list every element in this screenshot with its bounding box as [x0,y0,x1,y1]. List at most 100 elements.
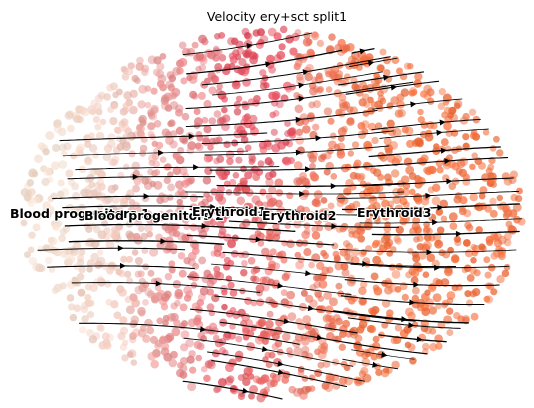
cell-point [161,347,170,356]
cell-point [100,119,106,125]
cell-point [106,267,114,275]
cell-point [426,166,434,174]
cell-point [466,224,473,231]
cell-point [219,116,227,124]
cell-point [286,192,293,199]
cell-point [401,88,410,97]
cell-point [391,337,398,344]
cell-point [24,251,31,258]
cell-point [87,311,94,318]
cell-point [462,143,470,151]
cell-point [65,169,73,177]
cell-point [393,235,400,242]
cell-point [89,144,97,152]
cell-point [491,234,499,242]
cell-point [469,109,476,116]
cell-point [167,194,173,200]
cell-point [102,332,110,340]
cell-point [427,253,436,262]
cell-point [195,142,202,149]
cell-point [268,92,276,100]
cell-point [388,284,397,293]
cell-point [488,264,496,272]
cell-point [339,94,347,102]
cell-point [209,276,218,285]
cell-point [203,176,211,184]
cell-point [308,101,315,108]
cell-point [227,37,235,45]
cell-point [268,160,274,166]
cell-point [89,335,97,343]
cell-point [493,136,500,143]
cell-point [371,137,378,144]
cell-point [90,189,98,197]
cell-point [253,29,261,37]
cell-point [242,78,251,87]
cell-point [207,303,215,311]
cell-point [473,269,480,276]
cell-point [296,136,304,144]
cell-point [417,138,424,145]
cell-point [169,140,177,148]
cell-point [454,236,461,243]
cell-point [434,240,443,249]
velocity-arrowhead [118,245,124,251]
cell-point [208,117,216,125]
cell-point [58,234,66,242]
velocity-arrowhead [401,316,407,322]
cell-point [490,252,497,259]
cell-point [389,264,396,271]
cell-point [498,236,507,245]
cell-point [139,278,146,285]
cell-point [263,82,269,88]
cell-point [462,133,469,140]
cell-point [223,263,230,270]
cell-point [111,226,118,233]
cell-point [135,257,143,265]
cell-point [379,48,386,55]
cell-point [98,230,107,239]
cell-point [159,336,167,344]
cell-point [314,190,323,199]
cell-point [459,208,467,216]
cell-point [485,295,493,303]
cell-point [238,58,246,66]
cell-point [335,44,342,51]
cell-point [28,232,35,239]
cell-point [338,110,346,118]
cell-point [142,299,149,306]
cell-point [203,375,210,382]
cell-point [253,266,260,273]
cell-point [470,132,477,139]
cell-point [361,120,369,128]
cell-point [311,76,318,83]
cell-point [190,194,198,202]
cell-point [164,177,171,184]
cell-point [173,230,180,237]
cell-point [376,249,383,256]
cell-point [312,31,319,38]
cell-point [132,162,140,170]
cell-point [227,282,234,289]
cell-point [449,212,458,221]
cell-point [42,148,49,155]
cell-point [409,90,416,97]
cell-point [421,293,429,301]
cell-point [157,290,165,298]
cell-point [148,154,157,163]
cell-point [335,318,343,326]
cell-point [151,88,158,95]
cell-point [168,260,175,267]
cell-point [346,117,355,126]
cell-point [177,199,184,206]
cell-point [272,228,281,237]
cell-point [179,41,187,49]
cell-point [383,367,389,373]
cell-point [398,109,406,117]
cell-point [324,169,331,176]
cell-point [384,173,392,181]
cell-point [371,101,378,108]
cell-point [454,100,463,109]
cell-point [265,267,273,275]
cell-point [71,183,79,191]
